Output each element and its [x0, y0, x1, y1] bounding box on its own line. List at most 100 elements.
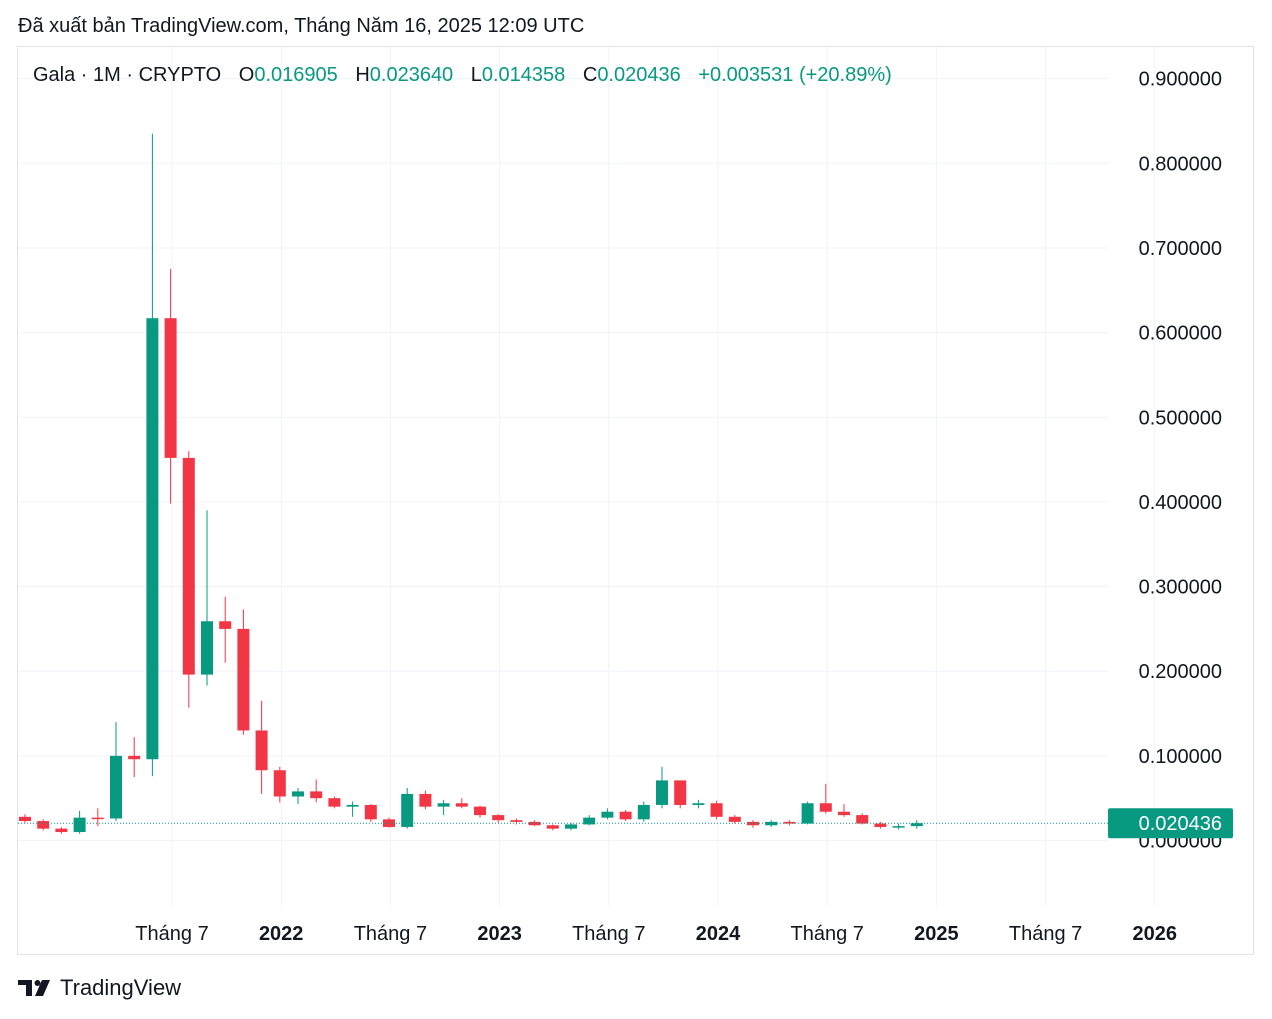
y-tick-label: 0.100000	[1139, 746, 1222, 768]
y-tick-label: 0.300000	[1139, 577, 1222, 599]
candle[interactable]	[419, 790, 432, 810]
candle[interactable]	[892, 823, 905, 830]
candle-body	[55, 828, 68, 833]
candle-body	[310, 791, 323, 799]
x-tick-label: 2022	[259, 923, 304, 945]
candle-body	[110, 755, 122, 819]
candle-body	[692, 803, 705, 805]
candle[interactable]	[874, 821, 887, 829]
candle-body	[492, 815, 505, 821]
candle[interactable]	[546, 824, 559, 831]
candle[interactable]	[383, 817, 395, 828]
candle-body	[546, 825, 559, 829]
candle-body	[128, 755, 141, 760]
legend-high-label: H	[355, 64, 370, 86]
candle[interactable]	[692, 799, 705, 809]
legend-symbol[interactable]: Gala · 1M · CRYPTO	[33, 64, 222, 86]
x-tick-label: Tháng 7	[791, 923, 864, 945]
candle[interactable]	[455, 798, 468, 809]
candle[interactable]	[55, 826, 68, 834]
legend-open-label: O	[238, 64, 255, 86]
candle-body	[874, 823, 887, 827]
candle-body	[819, 803, 832, 812]
candle[interactable]	[637, 801, 650, 822]
candle-body	[565, 824, 577, 829]
candle[interactable]	[437, 799, 450, 816]
candle[interactable]	[728, 815, 741, 824]
candle[interactable]	[255, 700, 268, 794]
candle-body	[601, 811, 614, 818]
candle[interactable]	[856, 813, 869, 825]
candle[interactable]	[19, 814, 31, 823]
candle-body	[710, 803, 723, 817]
legend-close-value: 0.020436	[597, 64, 681, 86]
candle-body	[146, 318, 159, 760]
tradingview-logo-icon	[18, 980, 50, 996]
candle[interactable]	[364, 804, 377, 822]
candle[interactable]	[237, 609, 250, 735]
candle[interactable]	[292, 788, 304, 805]
candle[interactable]	[146, 133, 159, 777]
candle-body	[728, 816, 741, 822]
price-axis: 0.900000 0.800000 0.700000 0.600000 0.500000…	[1108, 69, 1233, 853]
candle[interactable]	[801, 801, 814, 825]
candle-body	[292, 791, 304, 797]
candle-body	[364, 804, 377, 820]
last-price-label: 0.020436	[1139, 813, 1222, 835]
candle[interactable]	[201, 510, 213, 686]
legend-low-value: 0.014358	[481, 64, 566, 86]
candle[interactable]	[401, 788, 414, 829]
x-tick-label: Tháng 7	[1009, 923, 1082, 945]
candle-body	[910, 823, 923, 827]
candle-body	[801, 803, 814, 824]
candle[interactable]	[565, 822, 577, 831]
candle-body	[328, 798, 341, 807]
candle-body	[455, 803, 468, 807]
candle[interactable]	[601, 808, 614, 820]
candle[interactable]	[128, 737, 141, 778]
legend-close-label: C	[582, 64, 598, 86]
candle[interactable]	[910, 820, 923, 829]
candle[interactable]	[37, 819, 50, 831]
candle-body	[856, 815, 869, 824]
y-tick-label: 0.600000	[1139, 323, 1222, 345]
candle[interactable]	[619, 810, 632, 822]
candle[interactable]	[310, 779, 323, 803]
candle[interactable]	[747, 820, 759, 828]
candle-body	[656, 780, 668, 805]
x-tick-label: 2025	[914, 923, 959, 945]
y-tick-label: 0.200000	[1139, 661, 1222, 683]
candle[interactable]	[219, 596, 232, 663]
candle[interactable]	[164, 269, 177, 504]
candle[interactable]	[656, 766, 668, 809]
candle[interactable]	[838, 804, 850, 817]
brand-name: TradingView	[60, 975, 182, 1000]
candle-body	[674, 780, 687, 805]
candle-body	[583, 817, 596, 825]
candle[interactable]	[346, 801, 359, 817]
candle[interactable]	[819, 783, 832, 814]
candle-body	[219, 621, 232, 629]
grid-lines	[18, 47, 1156, 906]
candle[interactable]	[110, 721, 122, 822]
candle-body	[37, 821, 50, 829]
candle[interactable]	[73, 810, 86, 834]
x-tick-label: 2024	[696, 923, 741, 945]
candle[interactable]	[710, 800, 723, 820]
candle[interactable]	[91, 808, 104, 827]
candle[interactable]	[583, 815, 596, 826]
x-tick-label: Tháng 7	[354, 923, 427, 945]
candle[interactable]	[474, 805, 486, 818]
chart-frame	[17, 46, 1254, 955]
candles	[19, 133, 923, 834]
tradingview-brand[interactable]: TradingView	[18, 975, 181, 1001]
legend-change: +0.003531 (+20.89%)	[698, 64, 892, 86]
candle[interactable]	[182, 451, 195, 708]
y-tick-label: 0.500000	[1139, 407, 1222, 429]
candle[interactable]	[674, 780, 687, 809]
candle[interactable]	[328, 796, 341, 809]
x-tick-label: Tháng 7	[572, 923, 645, 945]
candle[interactable]	[273, 766, 286, 803]
candle[interactable]	[492, 814, 505, 823]
